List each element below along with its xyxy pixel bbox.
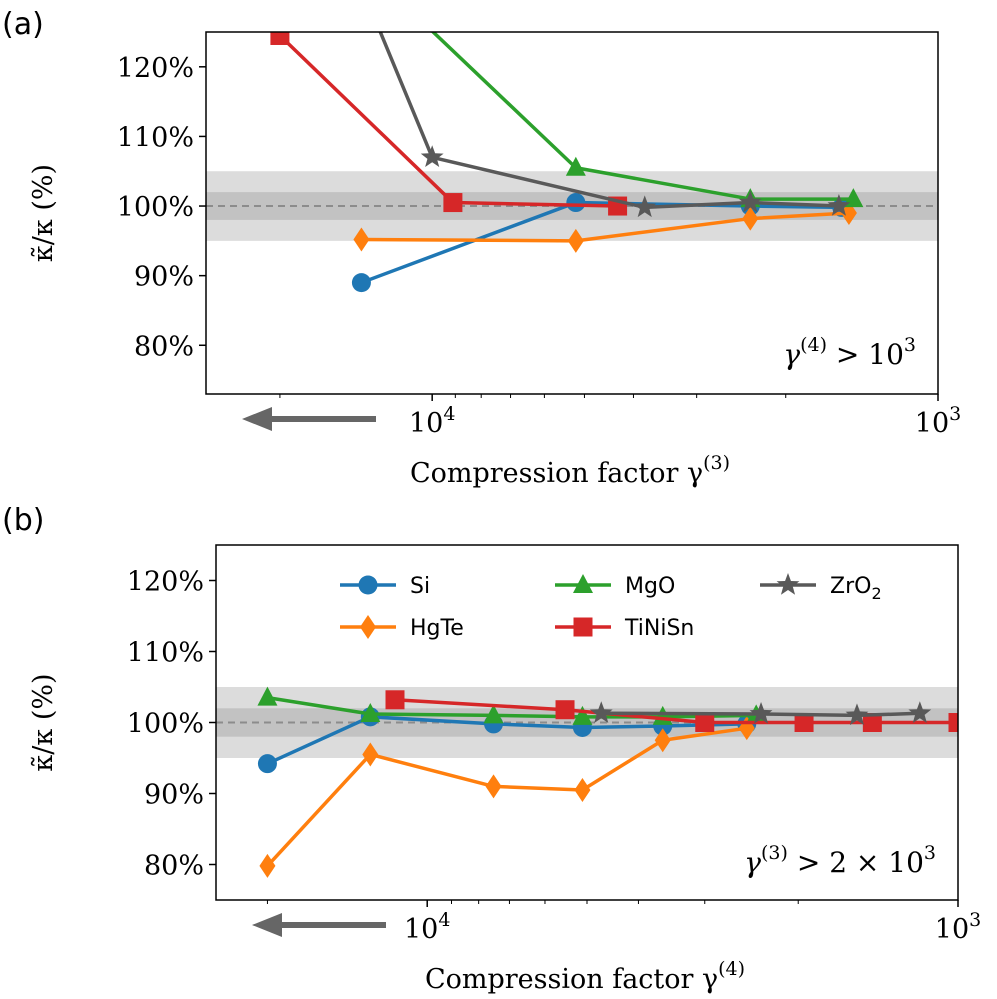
y-tick-label: 100% — [127, 709, 204, 740]
legend-marker-mgo — [573, 574, 593, 593]
x-tick-label: 103 — [935, 909, 981, 945]
data-point-zro2 — [363, 6, 386, 28]
data-point-mgo — [360, 702, 381, 722]
y-tick-label: 110% — [127, 638, 204, 669]
data-point-zro2 — [908, 701, 932, 723]
x-axis-label: Compression factor γ(4) — [425, 958, 745, 995]
data-point-hgte — [742, 206, 759, 231]
data-point-tinisn — [862, 713, 882, 732]
legend-label-tinisn: TiNiSn — [624, 616, 694, 641]
data-point-zro2 — [589, 701, 613, 723]
legend-marker-hgte — [360, 615, 376, 639]
data-point-hgte — [654, 728, 671, 753]
x-tick-label: 103 — [915, 403, 961, 439]
series-line-zro2 — [601, 711, 920, 718]
series-group — [270, 0, 864, 293]
direction-arrow-head — [242, 407, 272, 431]
data-point-zro2 — [738, 190, 762, 213]
series-line-si — [266, 715, 747, 766]
data-point-mgo — [257, 686, 278, 706]
axes-frame — [205, 31, 939, 395]
legend-marker-si — [358, 575, 378, 595]
data-point-tinisn — [794, 713, 814, 732]
panel-label: (b) — [2, 503, 44, 538]
legend-label-zro2: ZrO2 — [830, 574, 882, 603]
data-point-hgte — [259, 853, 276, 878]
y-tick-label: 90% — [134, 262, 194, 293]
series-line-hgte — [266, 726, 748, 868]
data-point-si — [566, 193, 586, 213]
data-point-tinisn — [385, 690, 405, 710]
data-point-hgte — [574, 777, 591, 802]
data-point-mgo — [483, 704, 504, 724]
x-axis-label: Compression factor γ(3) — [410, 452, 730, 489]
data-point-hgte — [485, 774, 502, 799]
legend-label-mgo: MgO — [625, 574, 675, 599]
series-line-hgte — [361, 211, 850, 243]
y-tick-label: 100% — [117, 192, 194, 223]
constraint-annotation: γ(3) > 2 × 103 — [744, 842, 936, 879]
panel-a: 80% 90% 100% 110% 120% 104 103 Compression fact… — [2, 0, 961, 489]
series-line-mgo — [267, 695, 757, 719]
legend: Si MgO ZrO2 HgTe TiNiSn — [340, 573, 882, 641]
y-axis-label: κ̃/κ (%) — [28, 673, 59, 771]
legend-marker-zro2 — [776, 573, 800, 595]
data-point-zro2 — [749, 701, 773, 724]
data-point-mgo — [565, 156, 586, 176]
direction-arrow-head — [252, 913, 282, 937]
y-tick-label: 80% — [144, 851, 204, 882]
panel-b: 80% 90% 100% 110% 120% 104 103 Compression fact… — [2, 503, 981, 995]
series-line-si — [360, 200, 842, 285]
data-point-hgte — [567, 228, 584, 253]
x-tick-label: 104 — [409, 403, 455, 439]
y-axis-label: κ̃/κ (%) — [28, 164, 59, 262]
y-tick-label: 110% — [117, 122, 194, 153]
data-point-hgte — [362, 742, 379, 767]
data-point-zro2 — [845, 703, 869, 726]
legend-label-hgte: HgTe — [410, 616, 464, 641]
legend-marker-tinisn — [573, 617, 593, 637]
data-point-tinisn — [270, 32, 290, 45]
data-point-hgte — [353, 227, 370, 252]
data-point-zro2 — [827, 194, 851, 216]
legend-label-si: Si — [410, 574, 430, 599]
constraint-annotation: γ(4) > 103 — [783, 334, 916, 371]
data-point-zro2 — [633, 195, 657, 218]
series-line-mgo — [430, 32, 854, 201]
data-point-mgo — [401, 0, 421, 19]
y-tick-label: 120% — [117, 53, 194, 84]
x-tick-label: 104 — [404, 909, 450, 945]
data-point-si — [257, 754, 277, 774]
series-group — [257, 686, 958, 878]
y-tick-label: 120% — [127, 567, 204, 598]
data-point-si — [351, 273, 371, 293]
panel-label: (a) — [2, 7, 44, 42]
y-tick-label: 80% — [134, 331, 194, 362]
data-point-tinisn — [443, 193, 463, 213]
data-point-mgo — [572, 705, 593, 725]
data-point-tinisn — [695, 713, 715, 732]
data-point-tinisn — [948, 713, 958, 732]
data-point-zro2 — [420, 145, 444, 168]
y-tick-label: 90% — [144, 780, 204, 811]
data-point-tinisn — [555, 700, 575, 720]
